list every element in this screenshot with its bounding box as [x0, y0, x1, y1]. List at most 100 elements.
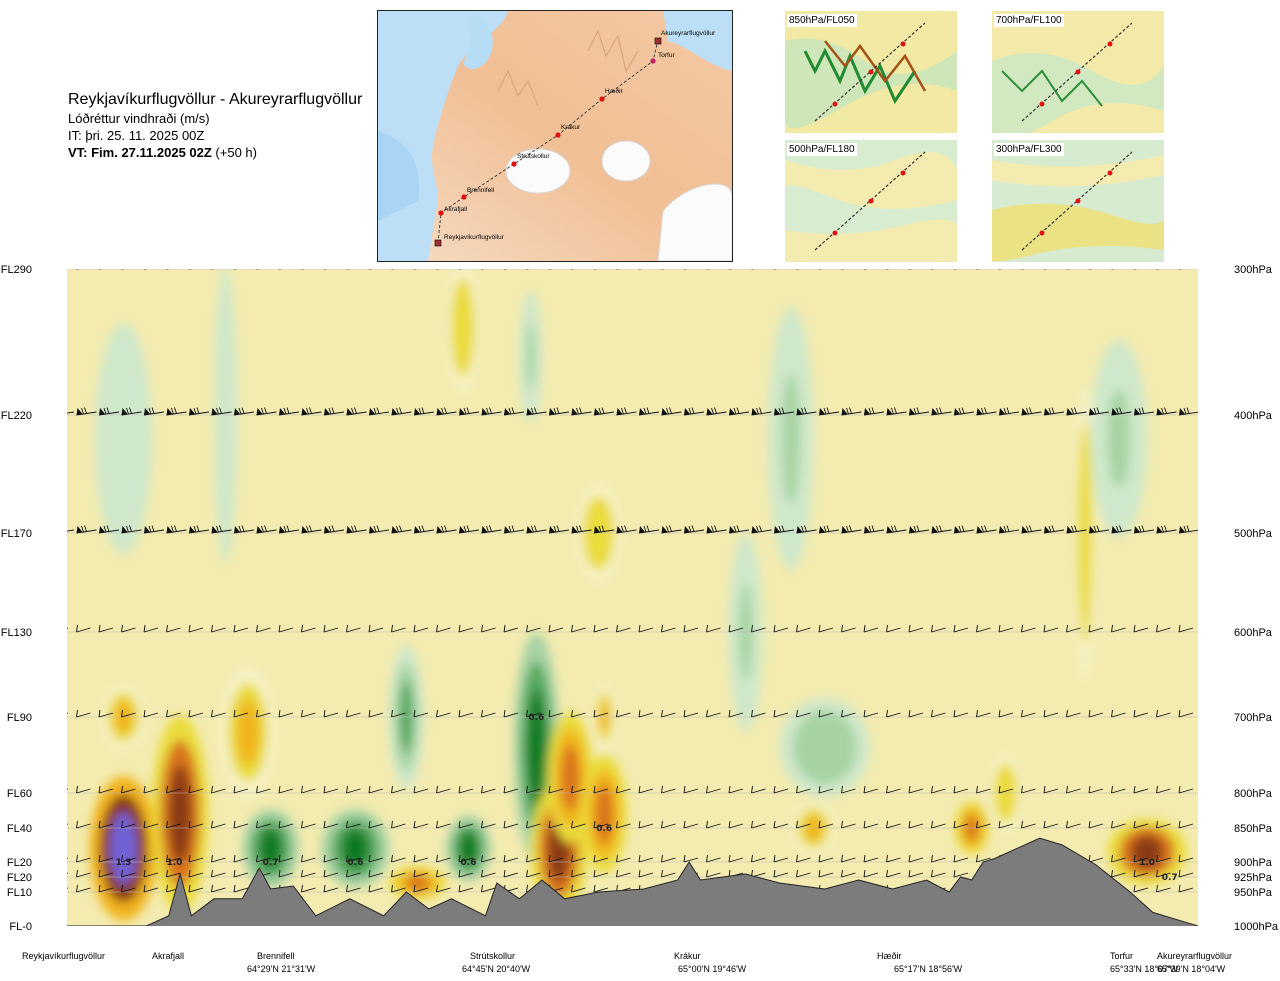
- wind-barb: [953, 709, 969, 718]
- wind-barb: [1043, 820, 1059, 829]
- wind-barb: [728, 624, 744, 633]
- location-coordinate: 65°17'N 18°56'W: [894, 964, 963, 974]
- wind-barb: [548, 525, 570, 534]
- wind-barb: [526, 785, 541, 794]
- route-map-svg: Reykjavíkurflugvöllur Akrafjall Brennife…: [378, 11, 732, 261]
- pressure-axis: 300hPa 400hPa 500hPa 600hPa 700hPa 800hPa 850h…: [1234, 264, 1279, 933]
- wind-barb: [683, 624, 699, 633]
- wind-barb: [841, 869, 856, 878]
- wind-barb: [256, 269, 260, 270]
- wind-barb: [1021, 407, 1042, 416]
- wind-barb: [346, 407, 367, 416]
- wind-barb: [1133, 869, 1149, 878]
- wind-barb: [773, 407, 795, 416]
- wind-barb: [301, 854, 316, 863]
- wind-barb: [76, 820, 91, 829]
- wind-barb: [76, 869, 91, 878]
- wind-barb: [368, 854, 384, 863]
- thumb-300-svg: [992, 140, 1164, 262]
- wind-barb: [1156, 854, 1171, 863]
- wind-barb: [751, 407, 772, 416]
- wind-barb: [796, 624, 811, 633]
- flight-level-label: FL220: [1, 410, 32, 422]
- wind-barb: [616, 785, 631, 794]
- wind-barb: [67, 823, 69, 825]
- wind-barb: [233, 869, 249, 878]
- wind-barb: [841, 709, 856, 718]
- wind-barb: [706, 854, 721, 863]
- wind-barb: [953, 624, 969, 633]
- wind-barb: [683, 820, 699, 829]
- flight-level-label: FL60: [7, 788, 32, 800]
- wind-barb: [481, 854, 496, 863]
- map-label-akureyri: Akureyrarflugvöllur: [661, 30, 716, 37]
- thumb-700-svg: [992, 11, 1164, 133]
- wind-barb: [188, 854, 204, 863]
- wind-barb: [458, 407, 480, 416]
- wind-barb: [54, 262, 74, 270]
- wind-barb: [549, 269, 553, 270]
- wind-barb: [773, 709, 789, 718]
- wind-barb: [1156, 785, 1171, 794]
- contour-field: [89, 269, 1187, 921]
- wind-barb: [751, 785, 766, 794]
- wind-barb: [346, 525, 367, 534]
- pressure-level-label: 800hPa: [1234, 788, 1273, 800]
- location-name: Reykjavíkurflugvöllur: [22, 951, 106, 961]
- wind-barb: [211, 820, 226, 829]
- wind-barb: [211, 854, 226, 863]
- wind-barb: [1178, 525, 1198, 534]
- wind-barb: [638, 709, 654, 718]
- value-label: 0.7: [1162, 873, 1178, 883]
- wind-barb: [166, 407, 187, 416]
- wind-barb: [76, 525, 97, 534]
- wind-barb: [818, 525, 840, 534]
- wind-barb: [953, 869, 969, 878]
- valid-time-lead: (+50 h): [211, 145, 257, 160]
- wind-barb: [413, 525, 435, 534]
- wind-barb: [368, 785, 384, 794]
- wind-barb: [1111, 785, 1126, 794]
- wind-barb: [391, 884, 406, 893]
- wind-barb: [841, 624, 856, 633]
- wind-barb: [863, 854, 879, 863]
- pressure-level-label: 300hPa: [1234, 264, 1273, 276]
- wind-barb: [233, 624, 249, 633]
- wind-barb: [728, 820, 744, 829]
- wind-barb: [751, 269, 755, 270]
- wind-barb: [1021, 624, 1036, 633]
- wind-barb: [1156, 624, 1171, 633]
- wind-barb: [886, 854, 901, 863]
- wind-barb: [1156, 884, 1171, 893]
- wind-barb: [1179, 269, 1183, 270]
- wind-barb: [1133, 884, 1149, 893]
- wind-barb: [1178, 624, 1194, 633]
- wind-barb: [706, 869, 721, 878]
- wind-barb: [256, 407, 277, 416]
- wind-barb: [976, 820, 991, 829]
- krakur-marker: [555, 132, 561, 138]
- wind-barb: [391, 854, 406, 863]
- wind-barb: [323, 785, 339, 794]
- wind-barb: [188, 869, 204, 878]
- wind-barb: [413, 854, 429, 863]
- wind-barb: [1021, 525, 1042, 534]
- wind-barb: [278, 785, 294, 794]
- wind-barb: [593, 407, 615, 416]
- wind-barb: [751, 525, 772, 534]
- wind-barb: [278, 820, 294, 829]
- wind-barb: [638, 869, 654, 878]
- wind-barb: [1133, 407, 1155, 416]
- torfur-marker: [650, 58, 656, 64]
- location-coordinate: 64°29'N 21°31'W: [247, 964, 316, 974]
- wind-barb: [773, 854, 789, 863]
- wind-barb: [571, 854, 586, 863]
- wind-barb: [616, 624, 631, 633]
- wind-barb: [256, 624, 271, 633]
- wind-barb: [863, 820, 879, 829]
- wind-barb: [121, 709, 136, 718]
- wind-barb: [818, 820, 834, 829]
- wind-barb: [436, 820, 451, 829]
- wind-barb: [1043, 407, 1065, 416]
- wind-barb: [1021, 820, 1036, 829]
